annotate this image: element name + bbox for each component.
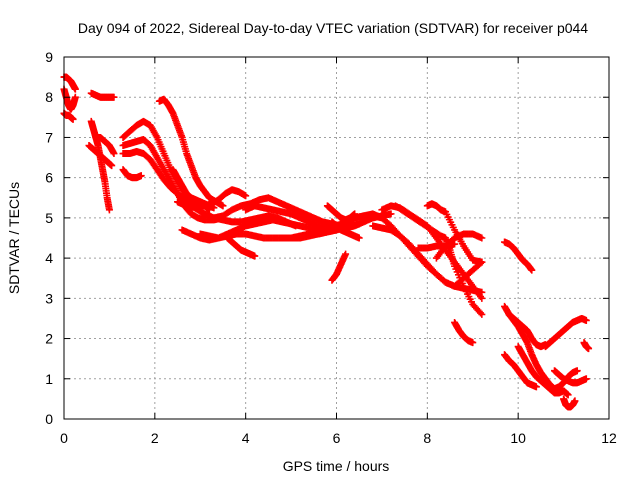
data-point-marker — [108, 162, 116, 170]
data-point-marker — [71, 85, 79, 93]
data-point-marker — [564, 391, 572, 399]
data-point-marker — [137, 172, 145, 180]
data-point-marker — [478, 258, 486, 266]
series-pass-22 — [328, 218, 363, 242]
data-point-marker — [342, 250, 350, 258]
series-pass-07 — [92, 133, 118, 158]
y-tick-label: 4 — [45, 250, 53, 266]
y-tick-label: 5 — [45, 210, 53, 226]
series-pass-40 — [580, 339, 593, 353]
y-tick-label: 3 — [45, 290, 53, 306]
data-point-marker — [110, 150, 118, 158]
series-pass-23 — [328, 250, 350, 284]
series-pass-34 — [501, 351, 540, 391]
data-point-marker — [582, 375, 590, 383]
series-pass-04 — [87, 89, 118, 101]
data-point-marker — [571, 397, 579, 405]
series-pass-39 — [560, 395, 579, 411]
data-point-marker — [478, 294, 486, 302]
x-tick-label: 2 — [151, 430, 159, 446]
data-point-marker — [478, 310, 486, 318]
data-point-marker — [205, 206, 213, 214]
data-point-marker — [573, 367, 581, 375]
series-pass-28 — [423, 200, 486, 266]
grid-lines — [64, 57, 609, 419]
x-axis-tick-labels: 0 2 4 6 8 10 12 — [60, 430, 617, 446]
data-point-marker — [387, 210, 395, 218]
y-axis-label: SDTVAR / TECUs — [6, 182, 22, 294]
data-point-marker — [478, 234, 486, 242]
data-point-marker — [532, 383, 540, 391]
series-pass-38 — [551, 367, 590, 387]
y-tick-label: 7 — [45, 129, 53, 145]
data-point-marker — [251, 252, 259, 260]
y-tick-label: 9 — [45, 49, 53, 65]
data-point-marker — [469, 339, 477, 347]
series-pass-06 — [85, 141, 116, 170]
data-point-marker — [242, 192, 250, 200]
x-tick-label: 0 — [60, 430, 68, 446]
series-pass-12 — [155, 95, 227, 210]
series-pass-37 — [541, 314, 590, 351]
data-point-marker — [585, 345, 593, 353]
y-tick-label: 6 — [45, 170, 53, 186]
series-pass-17 — [224, 234, 259, 260]
series-pass-31 — [451, 318, 477, 347]
data-point-marker — [110, 93, 118, 101]
y-tick-label: 0 — [45, 411, 53, 427]
x-tick-label: 12 — [601, 430, 617, 446]
x-tick-label: 8 — [423, 430, 431, 446]
series-pass-08 — [119, 166, 145, 182]
y-tick-label: 2 — [45, 331, 53, 347]
series-pass-32 — [501, 238, 536, 274]
data-point-marker — [451, 240, 459, 248]
data-points — [60, 73, 593, 411]
series-pass-30 — [432, 230, 486, 262]
data-point-marker — [355, 234, 363, 242]
x-tick-label: 6 — [333, 430, 341, 446]
series-pass-14 — [174, 198, 213, 214]
data-point-marker — [71, 93, 79, 101]
data-point-marker — [477, 309, 485, 317]
series-pass-36 — [514, 343, 572, 399]
data-point-marker — [105, 206, 113, 214]
series-pass-27 — [392, 202, 486, 318]
chart-title: Day 094 of 2022, Sidereal Day-to-day VTE… — [78, 20, 588, 36]
data-point-marker — [69, 115, 77, 123]
y-tick-label: 8 — [45, 89, 53, 105]
x-tick-label: 10 — [510, 430, 526, 446]
data-point-marker — [582, 316, 590, 324]
x-axis-label: GPS time / hours — [283, 458, 390, 474]
data-point-marker — [210, 204, 218, 212]
x-tick-label: 4 — [242, 430, 250, 446]
data-point-marker — [528, 266, 536, 274]
axis-ticks — [63, 56, 610, 420]
y-tick-label: 1 — [45, 371, 53, 387]
y-axis-tick-labels: 0 1 2 3 4 5 6 7 8 9 — [45, 49, 53, 427]
data-point-marker — [219, 202, 227, 210]
